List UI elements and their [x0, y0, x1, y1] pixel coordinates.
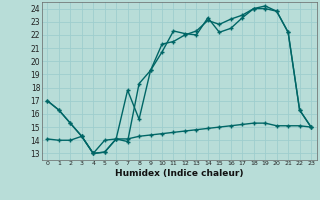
X-axis label: Humidex (Indice chaleur): Humidex (Indice chaleur): [115, 169, 244, 178]
